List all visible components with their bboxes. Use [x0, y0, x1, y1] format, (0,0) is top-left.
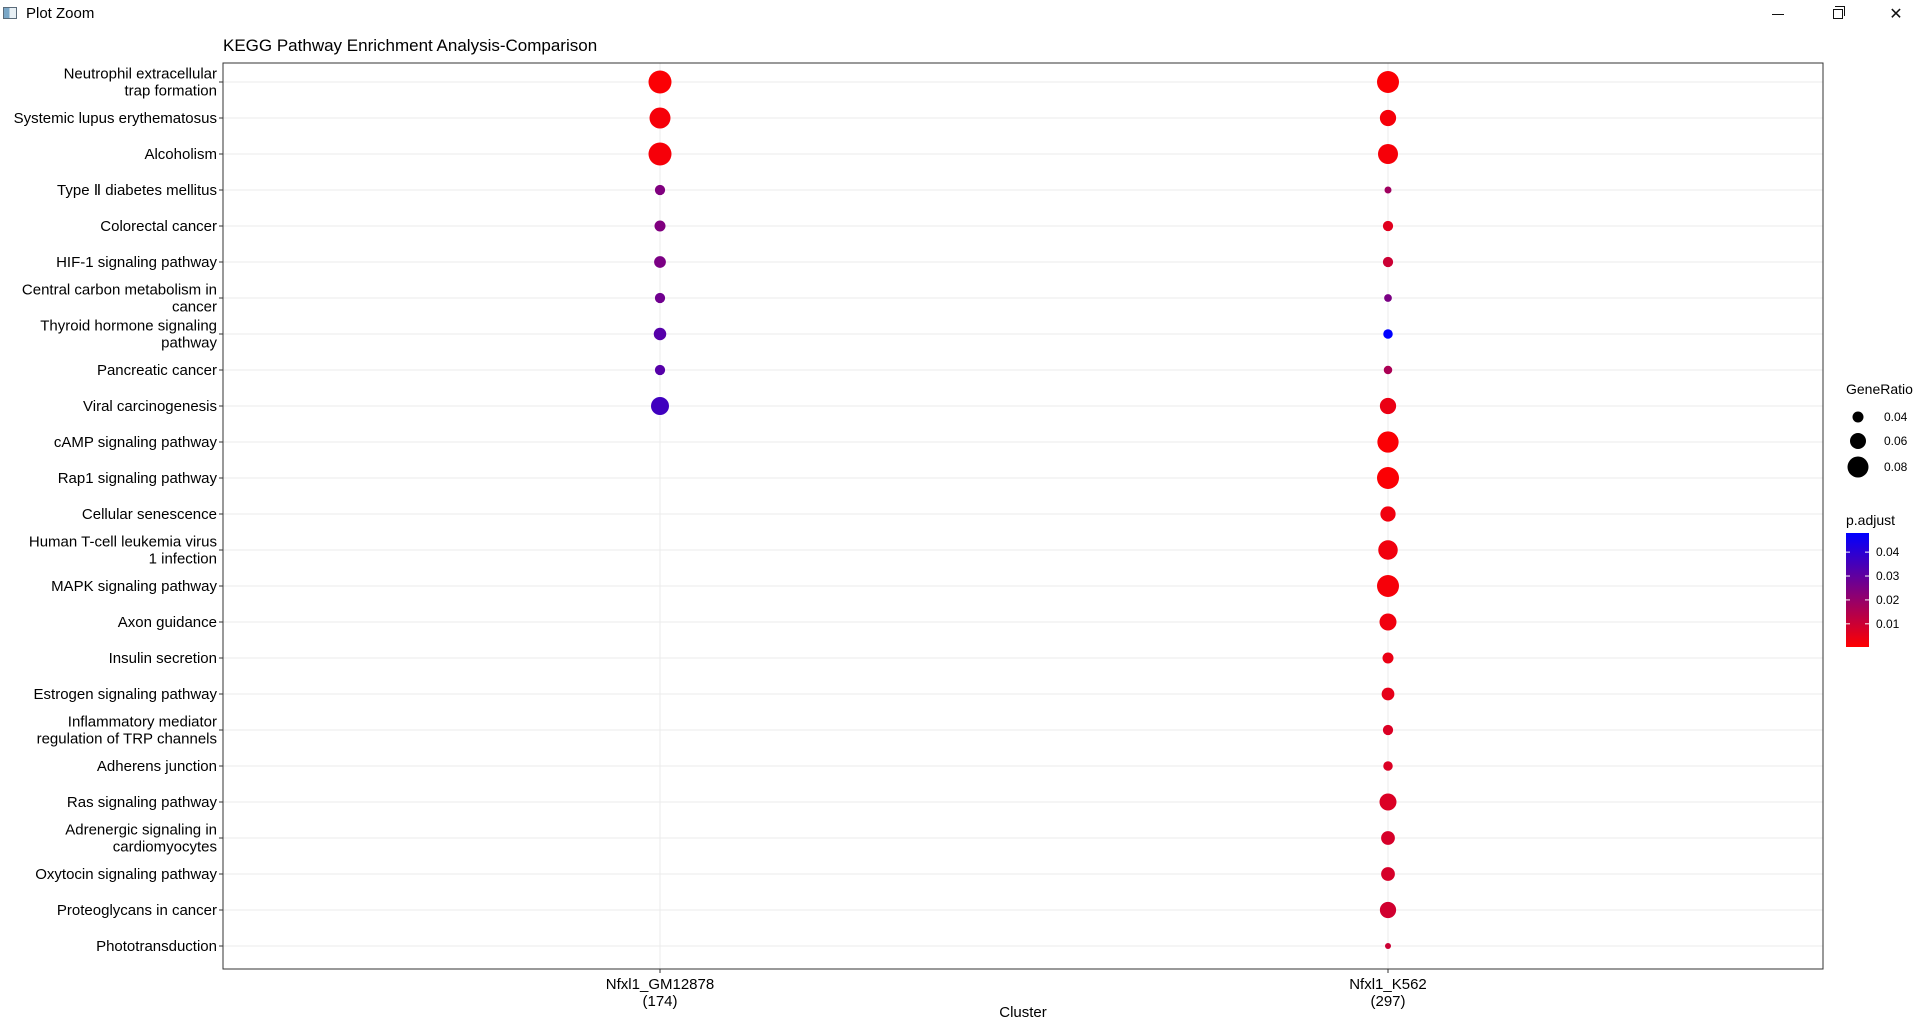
- y-tick-label: Central carbon metabolism in cancer: [22, 282, 217, 316]
- y-tick-label: Insulin secretion: [109, 650, 217, 667]
- color-legend-label: 0.02: [1876, 593, 1900, 607]
- data-points: [648, 70, 1399, 949]
- size-legend-label: 0.04: [1884, 410, 1908, 424]
- data-point: [1382, 652, 1394, 664]
- x-axis-title: Cluster: [999, 1004, 1047, 1021]
- data-point: [653, 327, 667, 341]
- x-axis-labels: Nfxl1_GM12878(174) Nfxl1_K562(297): [606, 969, 1427, 1010]
- data-point: [649, 107, 671, 129]
- data-point: [648, 142, 672, 166]
- data-point: [1378, 540, 1398, 560]
- data-point: [1381, 687, 1395, 701]
- data-point: [1385, 943, 1391, 949]
- size-legend-label: 0.08: [1884, 460, 1908, 474]
- data-point: [1383, 761, 1393, 771]
- x-tick-label: Nfxl1_GM12878: [606, 976, 714, 993]
- y-tick-label: Systemic lupus erythematosus: [14, 110, 217, 127]
- x-tick-count: (297): [1370, 993, 1405, 1010]
- close-icon: ✕: [1889, 6, 1903, 23]
- y-tick-label: Cellular senescence: [82, 506, 217, 523]
- size-legend-keys: 0.04 0.06 0.08: [1847, 410, 1908, 478]
- window-titlebar: Plot Zoom ✕: [0, 0, 1920, 28]
- y-tick-label: Oxytocin signaling pathway: [35, 866, 217, 883]
- y-tick-label: Viral carcinogenesis: [83, 398, 217, 415]
- x-tick-label: Nfxl1_K562: [1349, 976, 1427, 993]
- y-tick-label: Axon guidance: [118, 614, 217, 631]
- chart-title: KEGG Pathway Enrichment Analysis-Compari…: [223, 36, 597, 55]
- y-tick-label: Proteoglycans in cancer: [57, 902, 217, 919]
- color-legend-label: 0.04: [1876, 545, 1900, 559]
- data-point: [1377, 71, 1399, 93]
- color-legend-ticks: 0.04 0.03 0.02 0.01: [1846, 545, 1900, 631]
- color-legend-label: 0.03: [1876, 569, 1900, 583]
- maximize-button[interactable]: [1815, 0, 1861, 28]
- size-legend-label: 0.06: [1884, 434, 1908, 448]
- y-tick-label: Alcoholism: [144, 146, 217, 163]
- data-point: [1377, 575, 1399, 597]
- y-tick-label: HIF-1 signaling pathway: [56, 254, 217, 271]
- y-tick-label: Type Ⅱ diabetes mellitus: [57, 182, 217, 199]
- legend: GeneRatio 0.04 0.06 0.08 p.adjust 0.04 0.03…: [1846, 381, 1913, 647]
- panel-border: [222, 62, 1824, 970]
- y-tick-label: Pancreatic cancer: [97, 362, 217, 379]
- minimize-button[interactable]: [1755, 0, 1801, 28]
- color-legend-title: p.adjust: [1846, 512, 1895, 528]
- y-axis-labels: Neutrophil extracellular trap formation Sy…: [14, 66, 223, 955]
- window-title: Plot Zoom: [26, 5, 95, 22]
- y-tick-label: Phototransduction: [96, 938, 217, 955]
- data-point: [1382, 220, 1394, 232]
- y-tick-label: Adrenergic signaling in cardiomyocytes: [65, 822, 217, 856]
- data-point: [1382, 724, 1394, 736]
- y-tick-label: Adherens junction: [97, 758, 217, 775]
- data-point: [1381, 867, 1395, 881]
- close-button[interactable]: ✕: [1873, 0, 1919, 28]
- y-tick-label: Rap1 signaling pathway: [58, 470, 218, 487]
- maximize-icon: [1833, 6, 1845, 19]
- data-point: [654, 364, 666, 376]
- data-point: [654, 184, 666, 196]
- data-point: [651, 397, 669, 415]
- size-legend-key: [1852, 411, 1864, 423]
- data-point: [1382, 256, 1394, 268]
- data-point: [1381, 831, 1395, 845]
- plot-window-icon: [3, 7, 17, 19]
- data-point: [1379, 901, 1397, 919]
- grid-lines: [223, 63, 1823, 969]
- data-point: [654, 220, 666, 232]
- size-legend-title: GeneRatio: [1846, 381, 1913, 397]
- data-point: [1379, 397, 1397, 415]
- data-point: [1377, 467, 1399, 489]
- p-adjust-colorbar: [1846, 533, 1869, 647]
- data-point: [1384, 186, 1392, 194]
- x-tick-count: (174): [642, 993, 677, 1010]
- data-point: [1383, 329, 1393, 339]
- y-tick-label: cAMP signaling pathway: [54, 434, 218, 451]
- data-point: [1379, 613, 1397, 631]
- color-legend-label: 0.01: [1876, 617, 1900, 631]
- y-tick-label: Inflammatory mediator regulation of TRP c…: [37, 714, 217, 748]
- size-legend-key: [1850, 433, 1866, 449]
- data-point: [654, 292, 666, 304]
- y-tick-label: MAPK signaling pathway: [51, 578, 217, 595]
- y-tick-label: Thyroid hormone signaling pathway: [40, 318, 217, 352]
- data-point: [1379, 109, 1397, 127]
- y-tick-label: Colorectal cancer: [100, 218, 217, 235]
- data-point: [648, 70, 672, 94]
- minimize-icon: [1772, 13, 1784, 15]
- size-legend-key: [1847, 456, 1869, 478]
- y-tick-label: Estrogen signaling pathway: [34, 686, 218, 703]
- y-tick-label: Neutrophil extracellular trap formation: [64, 66, 217, 100]
- data-point: [1379, 793, 1397, 811]
- data-point: [1384, 294, 1392, 302]
- y-tick-label: Human T-cell leukemia virus 1 infection: [29, 534, 217, 568]
- data-point: [1378, 144, 1398, 164]
- y-tick-label: Ras signaling pathway: [67, 794, 218, 811]
- data-point: [1380, 506, 1396, 522]
- data-point: [1383, 365, 1393, 375]
- data-point: [654, 256, 666, 268]
- data-point: [1377, 431, 1399, 453]
